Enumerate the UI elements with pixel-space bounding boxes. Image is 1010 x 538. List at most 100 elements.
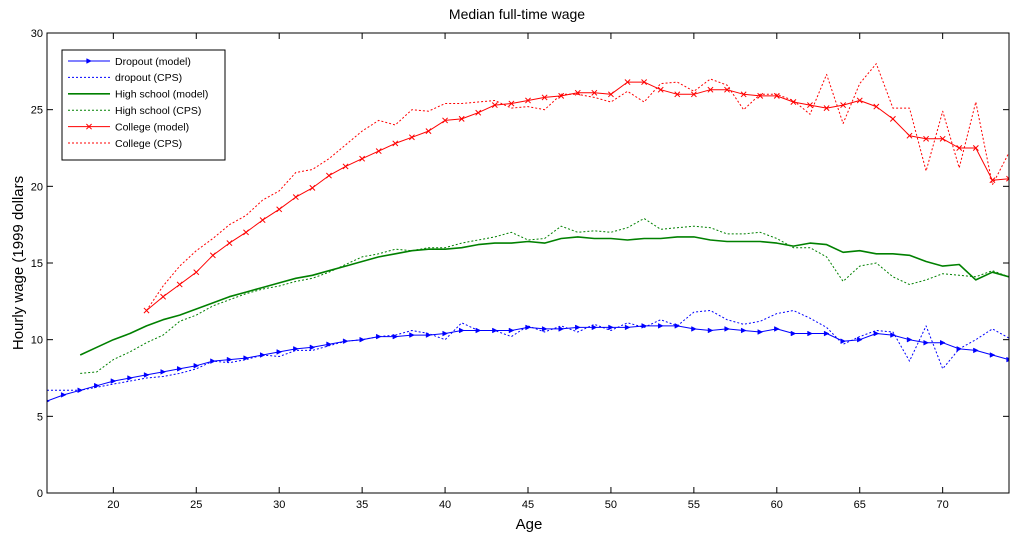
chart-title: Median full-time wage bbox=[449, 6, 585, 22]
x-tick-label: 20 bbox=[107, 499, 119, 511]
data-point bbox=[160, 293, 167, 300]
data-point bbox=[707, 327, 714, 334]
data-point bbox=[342, 163, 349, 170]
series-line-high-school-cps bbox=[80, 218, 1009, 374]
data-point bbox=[409, 332, 415, 338]
data-point bbox=[442, 117, 449, 124]
legend-entry-college-cps: College (CPS) bbox=[68, 138, 182, 150]
data-point bbox=[293, 346, 299, 352]
x-tick-label: 50 bbox=[605, 499, 617, 511]
x-tick-label: 60 bbox=[771, 499, 783, 511]
legend-entry-dropout-model: Dropout (model) bbox=[68, 56, 191, 68]
data-point bbox=[541, 326, 548, 332]
x-tick-label: 55 bbox=[688, 499, 700, 511]
legend-entry-college-model: College (model) bbox=[68, 121, 189, 133]
data-point bbox=[956, 145, 963, 151]
data-point bbox=[939, 135, 946, 142]
legend: Dropout (model) dropout (CPS) High school … bbox=[61, 49, 226, 161]
legend-label: High school (CPS) bbox=[115, 105, 201, 117]
data-point bbox=[193, 269, 200, 276]
axis-ticks: 20 25 30 35 40 45 50 55 60 65 70 0 5 10 15 20 25 30 bbox=[31, 28, 1009, 511]
legend-entry-dropout-cps: dropout (CPS) bbox=[68, 72, 182, 84]
y-tick-label: 20 bbox=[31, 181, 43, 193]
data-point bbox=[475, 109, 482, 116]
data-point bbox=[309, 344, 316, 351]
data-point bbox=[906, 132, 913, 139]
x-axis-title: Age bbox=[516, 516, 543, 533]
y-tick-label: 5 bbox=[37, 411, 43, 423]
data-point bbox=[691, 326, 697, 332]
data-point bbox=[425, 128, 432, 135]
series-dropout-model bbox=[47, 323, 1009, 403]
data-point bbox=[309, 184, 316, 191]
data-point bbox=[160, 369, 167, 375]
data-point bbox=[658, 323, 664, 329]
plot-frame bbox=[46, 32, 1010, 494]
data-point bbox=[575, 324, 581, 331]
data-point bbox=[492, 327, 498, 334]
data-point bbox=[508, 327, 515, 334]
data-point bbox=[226, 240, 233, 247]
data-point bbox=[707, 86, 714, 93]
data-point bbox=[176, 281, 183, 288]
series-group bbox=[47, 63, 1009, 403]
data-point bbox=[757, 92, 764, 99]
data-point bbox=[326, 172, 332, 179]
data-point bbox=[276, 206, 283, 213]
legend-entries: Dropout (model) dropout (CPS) High school … bbox=[68, 56, 208, 150]
data-point bbox=[110, 378, 117, 384]
x-tick-label: 65 bbox=[854, 499, 866, 511]
data-point bbox=[840, 102, 847, 109]
series-high-school-model bbox=[79, 236, 1009, 356]
data-point bbox=[425, 332, 432, 338]
y-axis-title: Hourly wage (1999 dollars bbox=[10, 176, 27, 350]
data-point bbox=[774, 326, 780, 332]
data-point bbox=[690, 91, 697, 98]
data-point bbox=[47, 399, 50, 403]
legend-entry-high-school-model: High school (model) bbox=[68, 89, 208, 101]
data-point bbox=[392, 140, 399, 147]
data-point bbox=[591, 89, 598, 96]
data-point bbox=[458, 115, 465, 122]
legend-label: dropout (CPS) bbox=[115, 72, 182, 84]
series-line-college-cps bbox=[146, 63, 1009, 311]
data-point bbox=[740, 91, 747, 98]
data-point bbox=[807, 330, 813, 337]
legend-marker bbox=[86, 58, 92, 64]
x-tick-label: 35 bbox=[356, 499, 368, 511]
legend-marker bbox=[86, 123, 92, 130]
series-line-high-school-model bbox=[79, 236, 1009, 356]
data-point bbox=[889, 115, 896, 122]
data-point bbox=[1006, 175, 1009, 182]
data-point bbox=[940, 339, 946, 346]
data-point bbox=[657, 86, 664, 93]
data-point bbox=[143, 372, 150, 378]
y-tick-label: 0 bbox=[37, 488, 43, 500]
data-point bbox=[408, 134, 415, 141]
x-tick-label: 30 bbox=[273, 499, 285, 511]
data-point bbox=[972, 145, 979, 151]
data-point bbox=[807, 102, 813, 109]
data-point bbox=[60, 392, 67, 398]
plot-area bbox=[47, 63, 1009, 403]
legend-box bbox=[61, 49, 226, 161]
data-point bbox=[226, 356, 233, 363]
data-point bbox=[392, 333, 399, 340]
legend-label: College (CPS) bbox=[115, 138, 182, 150]
data-point bbox=[193, 362, 200, 369]
data-point bbox=[558, 326, 565, 332]
data-point bbox=[857, 336, 863, 343]
y-tick-label: 30 bbox=[31, 28, 43, 40]
data-point bbox=[873, 330, 880, 337]
data-point bbox=[276, 349, 283, 355]
x-tick-label: 25 bbox=[190, 499, 202, 511]
data-point bbox=[292, 194, 299, 201]
series-high-school-cps bbox=[80, 218, 1009, 374]
data-point bbox=[574, 89, 581, 96]
legend-entry-high-school-cps: High school (CPS) bbox=[68, 105, 201, 117]
data-point bbox=[243, 229, 249, 236]
series-college-model bbox=[143, 79, 1009, 314]
data-point bbox=[177, 365, 183, 372]
data-point bbox=[873, 103, 880, 110]
data-point bbox=[674, 91, 681, 98]
